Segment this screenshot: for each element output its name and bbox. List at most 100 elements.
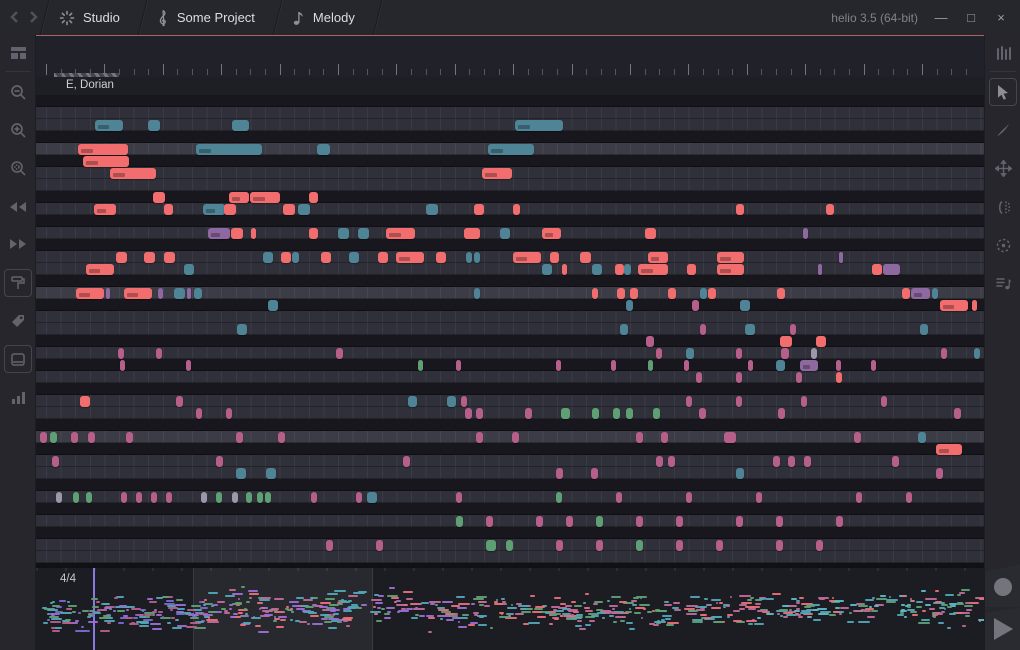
grid-row[interactable] (36, 203, 984, 215)
midi-note[interactable] (636, 539, 643, 551)
forward-icon[interactable] (26, 6, 42, 28)
back-icon[interactable] (6, 6, 22, 28)
midi-note[interactable] (699, 407, 706, 419)
midi-note[interactable] (566, 515, 573, 527)
midi-note[interactable] (298, 203, 310, 215)
midi-note[interactable] (246, 491, 252, 503)
midi-note[interactable] (158, 287, 163, 299)
grid-row[interactable] (36, 335, 984, 347)
midi-note[interactable] (476, 407, 483, 419)
midi-note[interactable] (251, 227, 256, 239)
midi-note[interactable] (696, 371, 702, 383)
midi-note[interactable] (203, 203, 225, 215)
midi-note[interactable] (856, 491, 862, 503)
midi-note[interactable] (780, 335, 792, 347)
grid-row[interactable] (36, 299, 984, 311)
midi-note[interactable] (686, 347, 694, 359)
midi-note[interactable] (542, 227, 561, 239)
midi-note[interactable] (773, 455, 780, 467)
midi-note[interactable] (892, 455, 899, 467)
midi-note[interactable] (201, 491, 207, 503)
midi-note[interactable] (408, 395, 417, 407)
midi-note[interactable] (513, 251, 541, 263)
midi-note[interactable] (776, 359, 785, 371)
midi-note[interactable] (118, 347, 124, 359)
midi-note[interactable] (804, 455, 811, 467)
midi-note[interactable] (78, 143, 128, 155)
slice-tool-icon[interactable] (989, 193, 1017, 221)
midi-note[interactable] (216, 455, 223, 467)
midi-note[interactable] (638, 263, 668, 275)
midi-note[interactable] (940, 299, 968, 311)
midi-note[interactable] (326, 539, 333, 551)
midi-note[interactable] (236, 431, 243, 443)
midi-note[interactable] (630, 287, 638, 299)
midi-note[interactable] (486, 515, 493, 527)
midi-note[interactable] (836, 359, 841, 371)
midi-note[interactable] (156, 347, 162, 359)
midi-note[interactable] (106, 287, 110, 299)
midi-note[interactable] (465, 407, 472, 419)
midi-note[interactable] (231, 227, 243, 239)
midi-note[interactable] (778, 407, 785, 419)
midi-note[interactable] (591, 467, 598, 479)
midi-note[interactable] (616, 491, 622, 503)
paint-roller-icon[interactable] (4, 269, 32, 297)
rewind-icon[interactable] (4, 193, 32, 221)
midi-note[interactable] (816, 335, 826, 347)
midi-note[interactable] (237, 323, 247, 335)
midi-note[interactable] (556, 491, 562, 503)
grid-row[interactable] (36, 443, 984, 455)
grid-row[interactable] (36, 371, 984, 383)
grid-row[interactable] (36, 359, 984, 371)
midi-note[interactable] (56, 491, 62, 503)
midi-note[interactable] (836, 515, 843, 527)
tab-studio[interactable]: Studio (45, 0, 142, 35)
grid-row[interactable] (36, 407, 984, 419)
midi-note[interactable] (854, 431, 861, 443)
grid-row[interactable] (36, 263, 984, 275)
midi-note[interactable] (617, 287, 625, 299)
midi-note[interactable] (196, 407, 202, 419)
midi-note[interactable] (321, 251, 331, 263)
midi-note[interactable] (232, 491, 238, 503)
midi-note[interactable] (194, 287, 202, 299)
midi-note[interactable] (186, 359, 191, 371)
midi-note[interactable] (736, 203, 744, 215)
midi-note[interactable] (166, 491, 172, 503)
midi-note[interactable] (358, 227, 369, 239)
midi-note[interactable] (196, 143, 262, 155)
midi-note[interactable] (476, 431, 483, 443)
midi-note[interactable] (466, 251, 472, 263)
midi-note[interactable] (126, 431, 133, 443)
grid-row[interactable] (36, 347, 984, 359)
tab-some-project[interactable]: Some Project (143, 0, 277, 35)
midi-note[interactable] (216, 491, 222, 503)
midi-note[interactable] (906, 491, 912, 503)
midi-note[interactable] (164, 251, 175, 263)
midi-note[interactable] (124, 287, 152, 299)
minimize-button[interactable]: — (934, 10, 948, 25)
midi-note[interactable] (95, 119, 123, 131)
midi-note[interactable] (626, 407, 633, 419)
midi-note[interactable] (151, 491, 157, 503)
midi-note[interactable] (376, 539, 383, 551)
midi-note[interactable] (515, 119, 563, 131)
midi-note[interactable] (676, 539, 683, 551)
key-signature-track[interactable]: E, Dorian (36, 77, 984, 95)
midi-note[interactable] (224, 203, 236, 215)
midi-note[interactable] (811, 347, 817, 359)
midi-note[interactable] (556, 539, 563, 551)
midi-note[interactable] (426, 203, 438, 215)
midi-note[interactable] (615, 263, 624, 275)
note-grid[interactable] (36, 95, 984, 563)
target-tool-icon[interactable] (989, 231, 1017, 259)
midi-note[interactable] (871, 359, 876, 371)
grid-row[interactable] (36, 275, 984, 287)
midi-note[interactable] (562, 263, 567, 275)
midi-note[interactable] (76, 287, 104, 299)
midi-note[interactable] (176, 395, 183, 407)
midi-note[interactable] (972, 299, 977, 311)
grid-row[interactable] (36, 383, 984, 395)
timeline-ruler[interactable] (36, 36, 984, 77)
